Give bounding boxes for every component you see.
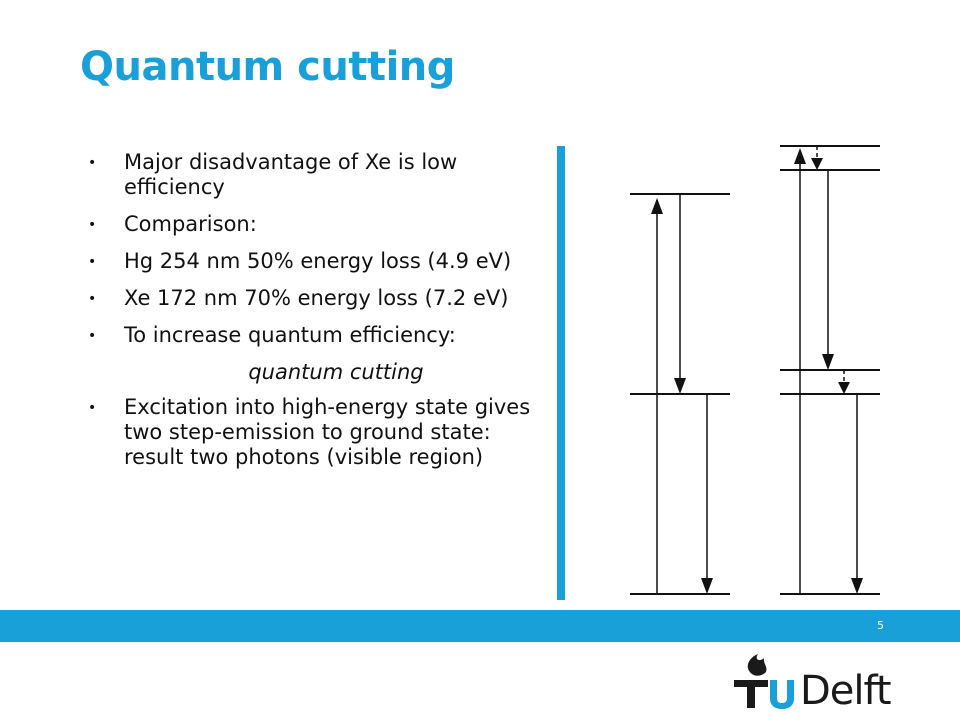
arrow-head: [838, 382, 850, 394]
bullet-item: • To increase quantum efficiency:: [88, 323, 548, 348]
sub-item: quantum cutting: [88, 360, 548, 385]
bullet-item: • Major disadvantage of Xe is low effici…: [88, 150, 548, 200]
bullet-item: • Excitation into high-energy state give…: [88, 395, 548, 470]
bullet-list: • Major disadvantage of Xe is low effici…: [88, 150, 548, 482]
bullet-text: To increase quantum efficiency:: [124, 323, 456, 347]
energy-level-diagram: [630, 145, 880, 595]
bullet-item: • Comparison:: [88, 212, 548, 237]
arrow-head: [811, 158, 823, 170]
page-number: 5: [877, 619, 884, 632]
arrow-head: [651, 198, 663, 214]
sub-item-text: quantum cutting: [248, 360, 424, 384]
arrow-head: [794, 148, 806, 164]
bullet-dot: •: [88, 400, 97, 416]
bullet-text: Xe 172 nm 70% energy loss (7.2 eV): [124, 286, 509, 310]
logo-wordmark: Delft: [800, 668, 892, 714]
bullet-text: Comparison:: [124, 212, 257, 236]
bullet-item: • Hg 254 nm 50% energy loss (4.9 eV): [88, 249, 548, 274]
flame-icon: [747, 654, 767, 676]
tu-logo: [734, 654, 794, 709]
logo-letter-t-stem: [747, 680, 755, 708]
bullet-dot: •: [88, 217, 97, 233]
logo-letter-u: [770, 680, 794, 709]
footer-band: [0, 610, 960, 642]
bullet-dot: •: [88, 155, 97, 171]
arrow-head: [851, 578, 863, 594]
bullet-dot: •: [88, 328, 97, 344]
divider-bar: [557, 146, 565, 600]
bullet-text: Major disadvantage of Xe is low efficien…: [124, 150, 458, 199]
slide-title: Quantum cutting: [80, 44, 455, 90]
bullet-dot: •: [88, 254, 97, 270]
bullet-item: • Xe 172 nm 70% energy loss (7.2 eV): [88, 286, 548, 311]
bullet-dot: •: [88, 291, 97, 307]
bullet-text: Hg 254 nm 50% energy loss (4.9 eV): [124, 249, 512, 273]
arrow-head: [674, 378, 686, 394]
arrow-head: [822, 354, 834, 370]
arrow-head: [701, 578, 713, 594]
bullet-text: Excitation into high-energy state gives …: [124, 395, 531, 469]
